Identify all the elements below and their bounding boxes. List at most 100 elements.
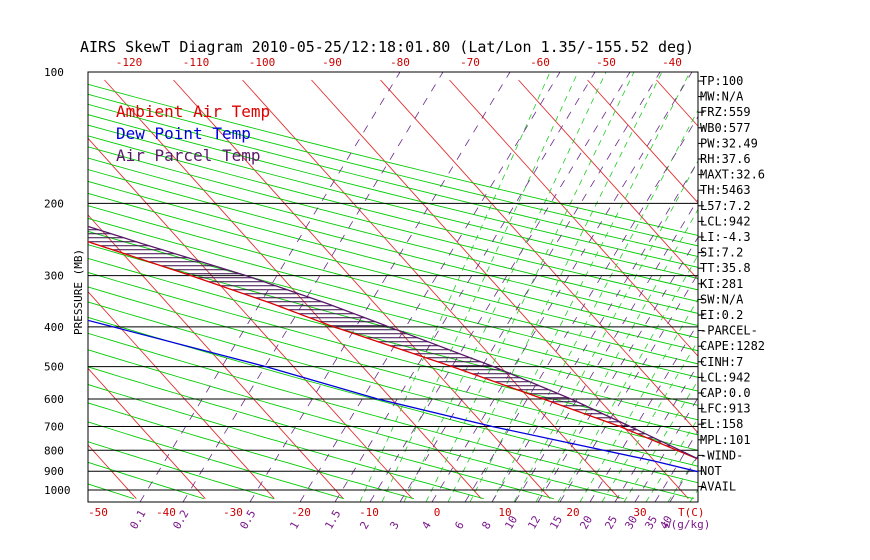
plot-frame — [87, 71, 699, 503]
stability-index: TP:100 — [700, 74, 743, 88]
mixing-ratio-label: 2 — [357, 519, 372, 531]
chart-title: AIRS SkewT Diagram 2010-05-25/12:18:01.8… — [80, 38, 694, 56]
dry-adiabat-line — [88, 124, 698, 279]
moist-adiabat-line — [359, 72, 551, 502]
top-temp-tick-label: -120 — [116, 56, 143, 69]
moist-adiabat-line — [425, 72, 635, 502]
stability-index: WB0:577 — [700, 121, 751, 135]
stability-index: AVAIL — [700, 480, 736, 494]
isotherm-line — [656, 79, 698, 127]
isotherm-line — [311, 79, 689, 499]
pressure-tick-label: 700 — [44, 420, 64, 433]
legend-entry: Air Parcel Temp — [116, 146, 261, 165]
mixing-ratio-label: 20 — [577, 514, 595, 532]
pressure-tick-label: 300 — [44, 270, 64, 283]
mixing-ratio-line — [537, 236, 698, 502]
stability-index: -WIND- — [700, 448, 743, 462]
mixing-ratio-label: 15 — [547, 514, 565, 532]
stability-index: EI:0.2 — [700, 308, 743, 322]
bottom-temp-tick-label: 20 — [566, 506, 579, 519]
top-temp-tick-label: -100 — [249, 56, 276, 69]
isotherm-line — [449, 79, 698, 357]
pressure-tick-label: 800 — [44, 444, 64, 457]
top-temp-tick-label: -60 — [530, 56, 550, 69]
mixing-ratio-label: 8 — [479, 519, 494, 531]
dry-adiabat-line — [88, 146, 698, 302]
dry-adiabat-line — [88, 169, 698, 326]
moist-adiabat-line — [469, 72, 691, 502]
mixing-ratio-label: 30 — [622, 514, 640, 532]
stability-index: TT:35.8 — [700, 261, 751, 275]
pressure-tick-label: 1000 — [44, 484, 71, 497]
dry-adiabat-line — [88, 441, 275, 500]
bottom-temp-tick-label: -40 — [156, 506, 176, 519]
bottom-temp-tick-label: -20 — [291, 506, 311, 519]
isotherm-line — [88, 214, 344, 499]
dry-adiabat-line — [88, 316, 698, 484]
isotherm-line — [88, 367, 206, 499]
temp-axis-label: T(C) — [678, 506, 705, 519]
dry-adiabat-line — [88, 461, 205, 500]
mixing-ratio-line — [634, 397, 698, 502]
pressure-tick-label: 400 — [44, 321, 64, 334]
mixing-ratio-line — [431, 72, 693, 502]
mixing-ratio-line — [369, 72, 631, 502]
dry-adiabat-line — [88, 135, 698, 291]
moist-adiabat-line — [535, 208, 698, 502]
dry-adiabat-line — [88, 402, 415, 500]
stability-index: SW:N/A — [700, 292, 744, 306]
stability-index: MW:N/A — [700, 90, 744, 104]
stability-index: KI:281 — [700, 277, 743, 291]
mixing-ratio-axis-label: w(g/kg) — [664, 518, 710, 531]
legend-entry: Ambient Air Temp — [116, 102, 270, 121]
isotherm-line — [88, 290, 275, 499]
stability-index: LCL:942 — [700, 214, 751, 228]
stability-index: CINH:7 — [700, 355, 743, 369]
dry-adiabat-line — [88, 157, 698, 314]
moist-adiabat-line — [381, 72, 579, 502]
isotherm-line — [587, 79, 698, 204]
dry-adiabat-line — [88, 301, 698, 467]
dry-adiabat-line — [88, 244, 698, 406]
mixing-ratio-line — [559, 272, 698, 502]
stability-index: L57:7.2 — [700, 199, 751, 213]
stability-index: TH:5463 — [700, 183, 751, 197]
mixing-ratio-label: 4 — [419, 519, 434, 532]
top-temp-tick-label: -110 — [183, 56, 210, 69]
dry-adiabat-line — [88, 332, 694, 500]
stability-index: NOT — [700, 464, 722, 478]
top-temp-tick-label: -80 — [390, 56, 410, 69]
mixing-ratio-label: 3 — [387, 519, 402, 531]
mixing-ratio-line — [399, 72, 661, 502]
mixing-ratio-line — [249, 72, 511, 502]
stability-index: FRZ:559 — [700, 105, 751, 119]
y-axis-label: PRESSURE (MB) — [72, 249, 85, 335]
moist-adiabat-line — [513, 160, 698, 502]
stability-index: SI:7.2 — [700, 246, 743, 260]
dry-adiabat-line — [88, 205, 698, 365]
profile-dew-point-temp — [88, 319, 698, 473]
pressure-tick-label: 200 — [44, 197, 64, 210]
isotherm-line — [242, 79, 620, 499]
mixing-ratio-line — [491, 160, 698, 502]
bottom-temp-tick-label: -10 — [359, 506, 379, 519]
moist-adiabat-line — [579, 298, 698, 502]
dry-adiabat-line — [88, 421, 345, 500]
mixing-ratio-line — [589, 322, 698, 502]
mixing-ratio-line — [299, 72, 561, 502]
bottom-temp-tick-label: 30 — [633, 506, 646, 519]
top-temp-tick-label: -50 — [596, 56, 616, 69]
mixing-ratio-label: 10 — [502, 514, 520, 532]
stability-index: CAPE:1282 — [700, 339, 765, 353]
mixing-ratio-line — [614, 363, 698, 502]
profile-air-parcel-temp — [88, 225, 698, 460]
pressure-tick-label: 900 — [44, 465, 64, 478]
dry-adiabat-line — [88, 103, 698, 257]
dry-adiabat-line — [88, 217, 698, 378]
isotherm-line — [0, 80, 67, 499]
stability-index: EL:158 — [700, 417, 743, 431]
mixing-ratio-label: 12 — [525, 514, 543, 532]
mixing-ratio-label: 1 — [287, 519, 302, 531]
legend-entry: Dew Point Temp — [116, 124, 251, 143]
dry-adiabat-line — [88, 384, 484, 500]
